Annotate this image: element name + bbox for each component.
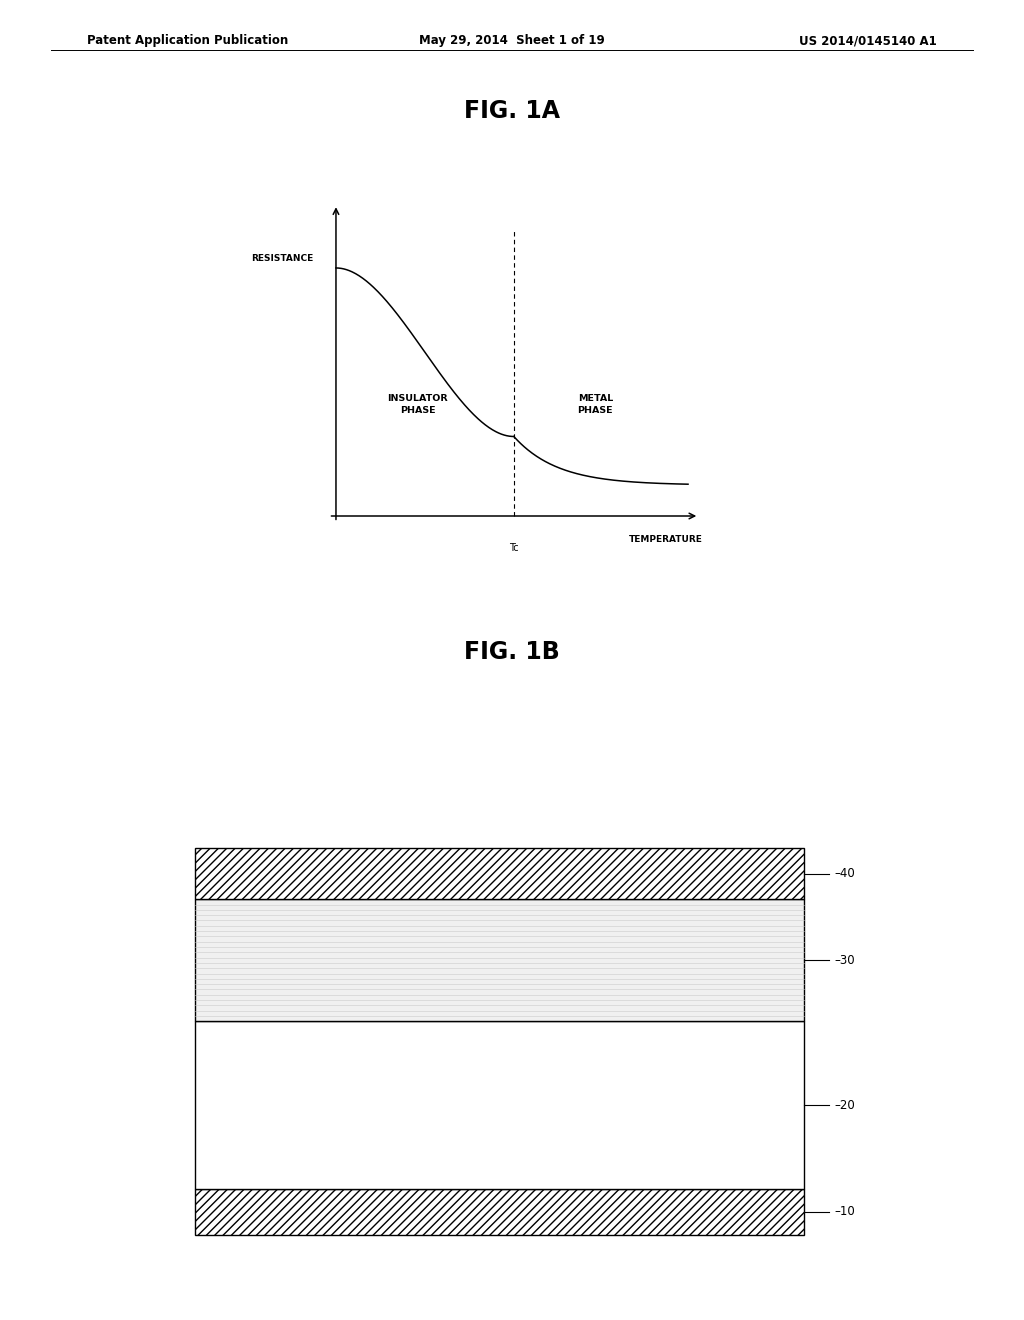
Text: May 29, 2014  Sheet 1 of 19: May 29, 2014 Sheet 1 of 19 [419, 34, 605, 48]
Text: –20: –20 [835, 1098, 855, 1111]
Text: FIG. 1B: FIG. 1B [464, 640, 560, 664]
Text: –40: –40 [835, 867, 855, 880]
Text: US 2014/0145140 A1: US 2014/0145140 A1 [799, 34, 937, 48]
Text: RESISTANCE: RESISTANCE [252, 253, 313, 263]
Text: –10: –10 [835, 1205, 855, 1218]
Text: FIG. 1A: FIG. 1A [464, 99, 560, 123]
Text: METAL
PHASE: METAL PHASE [578, 393, 613, 416]
Text: INSULATOR
PHASE: INSULATOR PHASE [387, 393, 447, 416]
Bar [195, 849, 804, 899]
Text: Patent Application Publication: Patent Application Publication [87, 34, 289, 48]
Text: –30: –30 [835, 954, 855, 966]
Bar [195, 1022, 804, 1189]
Bar [195, 1189, 804, 1234]
Bar [195, 899, 804, 1022]
Text: TEMPERATURE: TEMPERATURE [629, 535, 702, 544]
Text: Tc: Tc [509, 543, 519, 553]
